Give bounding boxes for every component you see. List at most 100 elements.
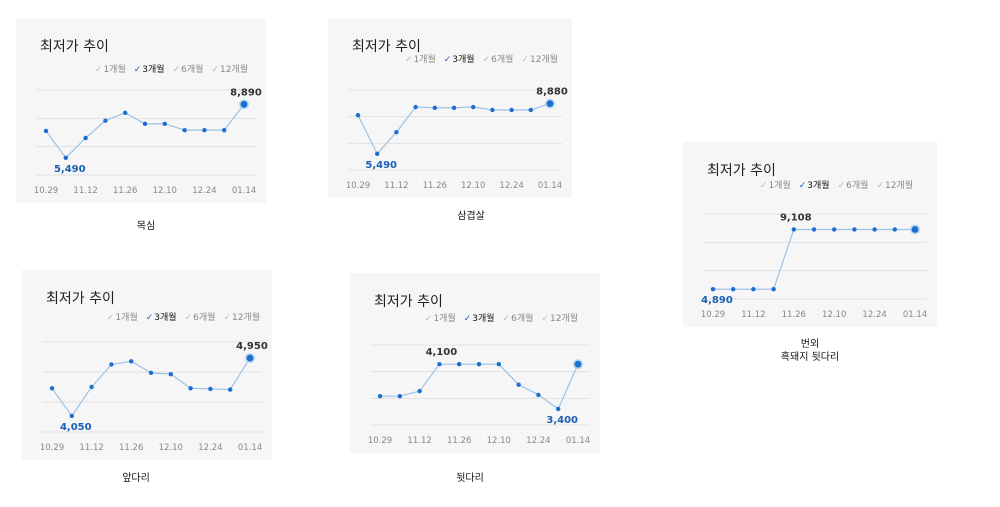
data-point [457,362,462,367]
tab-6-months[interactable]: ✓6개월 [503,311,534,324]
max-value-label: 8,890 [230,87,262,98]
check-icon: ✓ [106,313,115,323]
series-line [357,103,551,155]
x-tick-label: 12.24 [862,310,886,320]
tab-1-month[interactable]: ✓1개월 [95,62,126,75]
check-icon: ✓ [184,313,193,323]
tab-label: 6개월 [193,313,216,323]
tab-label: 3개월 [472,314,495,324]
x-tick-label: 01.14 [232,186,256,196]
min-value-label: 4,890 [701,295,733,306]
check-icon: ✓ [404,55,413,65]
x-tick-label: 10.29 [701,310,725,320]
data-point [222,127,227,133]
data-point [832,227,837,232]
data-point [509,107,514,113]
tab-label: 1개월 [115,313,138,323]
x-tick-label: 10.29 [34,186,58,196]
data-point [43,128,49,134]
check-icon: ✓ [482,55,491,65]
check-icon: ✓ [443,55,452,65]
data-point [556,406,561,412]
min-value-label: 4,050 [60,422,92,433]
x-tick-label: 12.24 [198,443,222,453]
tab-1-month[interactable]: ✓1개월 [107,310,138,323]
period-tabs: ✓1개월 ✓3개월 ✓6개월 ✓12개월 [95,62,248,75]
x-tick-label: 12.10 [153,186,177,196]
line-chart: 4,050 4,950 10.29 11.12 11.26 12.10 12.24 01.14 [40,341,268,453]
chart-caption-2: 삼겹살 [446,210,496,223]
series-line [713,228,915,290]
chart-title: 최저가 추이 [352,39,421,55]
x-tick-label: 11.26 [782,310,806,320]
data-point [811,227,817,232]
data-point [394,130,399,135]
tab-12-months[interactable]: ✓12개월 [541,311,578,324]
tab-3-months[interactable]: ✓3개월 [146,310,177,323]
caption-line: 삼겹살 [457,211,485,222]
tab-1-month[interactable]: ✓1개월 [760,178,791,191]
tab-6-months[interactable]: ✓6개월 [173,62,204,75]
data-point [208,386,213,392]
data-point [496,362,501,367]
data-point [355,112,361,118]
tab-6-months[interactable]: ✓6개월 [185,310,216,323]
data-point [49,386,55,391]
series-line [380,363,579,410]
tab-1-month[interactable]: ✓1개월 [425,311,456,324]
data-point [432,105,437,110]
chart-panel-5: 최저가 추이 ✓1개월 ✓3개월 ✓6개월 ✓12개월 3,400 4,100 10… [350,273,600,453]
x-tick-label: 12.10 [487,436,511,446]
data-point [168,371,173,377]
tab-3-months[interactable]: ✓3개월 [444,52,475,65]
line-chart: 5,490 8,880 10.29 11.12 11.26 12.10 12.24 01.14 [346,87,568,191]
data-point [162,121,167,127]
x-tick-label: 11.12 [79,443,103,453]
min-value-label: 5,490 [54,164,86,175]
tab-6-months[interactable]: ✓6개월 [838,178,869,191]
data-point [476,362,482,367]
chart-title: 최저가 추이 [46,291,115,307]
x-tick-label: 01.14 [238,443,262,453]
tab-label: 12개월 [529,55,558,65]
x-tick-label: 12.10 [822,310,846,320]
x-tick-label: 11.12 [73,186,97,196]
x-tick-label: 10.29 [368,436,392,446]
x-tick-label: 11.26 [119,443,143,453]
data-point [771,287,776,292]
series-line [51,357,251,417]
tab-label: 6개월 [511,314,534,324]
tab-3-months[interactable]: ✓3개월 [464,311,495,324]
tab-1-month[interactable]: ✓1개월 [405,52,436,65]
tab-label: 1개월 [103,65,126,75]
tab-12-months[interactable]: ✓12개월 [211,62,248,75]
tab-6-months[interactable]: ✓6개월 [483,52,514,65]
check-icon: ✓ [133,65,142,75]
x-tick-label: 01.14 [903,310,927,320]
data-point [731,287,736,292]
tab-3-months[interactable]: ✓3개월 [134,62,165,75]
data-point [377,394,383,399]
check-icon: ✓ [463,314,472,324]
x-tick-label: 12.24 [192,186,216,196]
x-tick-label: 10.29 [346,181,370,191]
x-tick-label: 11.12 [384,181,408,191]
x-tick-label: 12.24 [526,436,550,446]
data-point [528,107,533,113]
data-point [375,151,380,157]
tab-3-months[interactable]: ✓3개월 [799,178,830,191]
tab-12-months[interactable]: ✓12개월 [223,310,260,323]
chart-panel-1: 최저가 추이 ✓1개월 ✓3개월 ✓6개월 ✓12개월 5,490 8,890 10… [16,18,266,203]
data-point [872,227,877,232]
chart-caption-5: 뒷다리 [450,472,490,485]
tab-label: 3개월 [807,181,830,191]
tab-12-months[interactable]: ✓12개월 [521,52,558,65]
x-tick-label: 11.12 [407,436,431,446]
data-point [188,386,193,391]
line-chart: 4,890 9,108 10.29 11.12 11.26 12.10 12.24 01.14 [701,212,927,320]
tab-12-months[interactable]: ✓12개월 [876,178,913,191]
data-point [892,227,897,232]
data-point [574,360,582,368]
caption-line: 목심 [136,221,156,232]
data-point [89,384,94,390]
